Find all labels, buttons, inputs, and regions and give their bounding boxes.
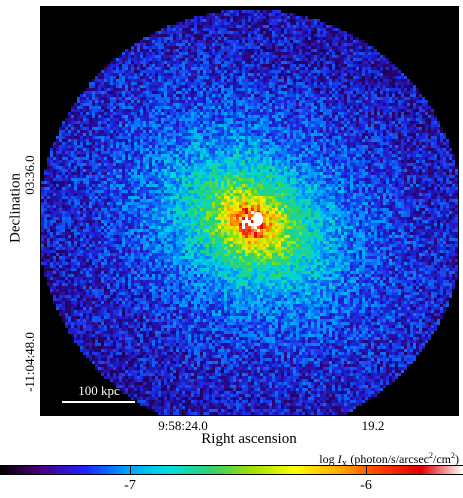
colorbar-tick-label: -6 xyxy=(360,478,372,493)
y-tick-label-bottom: -11:04:48.0 xyxy=(22,332,37,392)
x-tick-mark xyxy=(371,410,372,416)
xray-intensity-map: 100 kpc xyxy=(40,6,459,416)
x-tick-label-right: 19.2 xyxy=(361,418,385,433)
x-tick-mark xyxy=(182,410,183,416)
y-tick-mark xyxy=(40,169,46,170)
x-axis-label: Right ascension xyxy=(201,431,297,447)
colorbar-title: log IX (photon/s/arcsec2/cm2) xyxy=(319,451,459,469)
colorbar-tick xyxy=(130,465,131,475)
scale-bar-label: 100 kpc xyxy=(78,383,120,398)
colorbar-tick xyxy=(366,465,367,475)
x-tick-label-left: 9:58:24.0 xyxy=(158,418,208,433)
y-tick-label-top: 03:36.0 xyxy=(22,155,37,195)
scale-bar xyxy=(62,401,135,403)
bright-core xyxy=(253,212,263,226)
y-tick-mark xyxy=(40,358,46,359)
xray-image xyxy=(41,7,458,415)
colorbar xyxy=(0,465,463,475)
colorbar-tick-label: -7 xyxy=(124,478,136,493)
